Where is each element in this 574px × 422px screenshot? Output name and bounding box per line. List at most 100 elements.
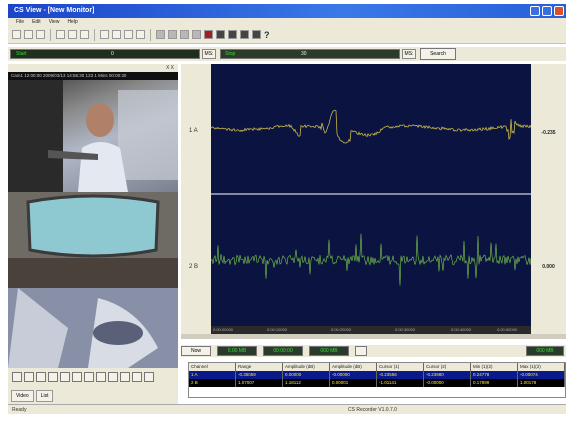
play-icon[interactable]: [80, 30, 89, 39]
grid4-icon[interactable]: [252, 30, 261, 39]
start-label: Start: [16, 51, 27, 57]
measure-bar: Now 0.00 MB 00:00:00 000 MB 000 MB: [181, 345, 566, 357]
end-value: 30: [301, 51, 307, 57]
table-header-cell: Amplitude (dB): [283, 363, 330, 371]
x-tick: 0:00:50000: [497, 327, 518, 332]
camera-view-driver[interactable]: [8, 80, 178, 192]
horizontal-scrollbar[interactable]: [181, 334, 566, 339]
record-icon[interactable]: [204, 30, 213, 39]
layout2-icon[interactable]: [168, 30, 177, 39]
redo-icon[interactable]: [68, 30, 77, 39]
new-icon[interactable]: [12, 30, 21, 39]
tab-video[interactable]: Video: [11, 390, 34, 402]
ctrl-last-icon[interactable]: [108, 372, 118, 382]
menu-help[interactable]: Help: [67, 19, 78, 25]
end-time-field[interactable]: Stop 30: [220, 49, 400, 59]
table-cell: -0.23556: [377, 371, 424, 379]
channel-table: Channel Range Amplitude (dB) Amplitude (…: [188, 362, 566, 398]
toolbar-separator: [94, 28, 95, 41]
start-time-field[interactable]: Start 0: [10, 49, 200, 59]
table-row[interactable]: 2 B 1.07007 1.18112 0.00001 -1.01141 -0.…: [189, 379, 565, 387]
table-cell: 0.00001: [330, 379, 377, 387]
start-unit[interactable]: MS:: [202, 49, 216, 59]
table-header-cell: Channel: [189, 363, 236, 371]
menu-edit[interactable]: Edit: [32, 19, 41, 25]
zoom-in-icon[interactable]: [124, 30, 133, 39]
ctrl-next-icon[interactable]: [84, 372, 94, 382]
table-cell: 0.24778: [471, 371, 518, 379]
video-info-bar: Cam1 12:00:00 2009/03/13 14:55:30 123 1 …: [8, 72, 178, 80]
maximize-button[interactable]: [542, 6, 552, 16]
ctrl-settings-icon[interactable]: [144, 372, 154, 382]
help-icon[interactable]: ?: [264, 29, 270, 40]
channel-2-value: 0.000: [542, 264, 555, 270]
ctrl-first-icon[interactable]: [12, 372, 22, 382]
x-tick: 0:00:00000: [213, 327, 234, 332]
table-header-cell: Cursor (2): [424, 363, 471, 371]
x-axis: 0:00:00000 0:00:10000 0:00:20000 0:00:30…: [211, 326, 531, 334]
measure-toggle[interactable]: [355, 346, 367, 356]
channel-1-waveform: [210, 109, 532, 144]
save-icon[interactable]: [36, 30, 45, 39]
table-header-cell: Max (1)(2): [518, 363, 565, 371]
measure-value-3: 000 MB: [309, 346, 349, 356]
table-header-cell: Min (1)(2): [471, 363, 518, 371]
x-tick: 0:00:30000: [395, 327, 416, 332]
end-unit[interactable]: MS:: [402, 49, 416, 59]
waveform-area: 1 A 2 B -0.235 0.000 0:00:00000 0:00:100…: [181, 64, 566, 339]
status-version: CS Recorder V1.0.7.0: [348, 407, 397, 413]
minimize-button[interactable]: [530, 6, 540, 16]
channel-2-label: 2 B: [189, 264, 199, 270]
table-header-cell: Amplitude (dB): [330, 363, 377, 371]
table-cell: 1 A: [189, 371, 236, 379]
table-cell: -0.00000: [424, 379, 471, 387]
table-header: Channel Range Amplitude (dB) Amplitude (…: [189, 363, 565, 371]
window-titlebar: CS View - [New Monitor]: [8, 4, 566, 18]
toolbar: ?: [8, 26, 566, 44]
menu-view[interactable]: View: [48, 19, 60, 25]
video-tabs: Video List: [8, 390, 178, 402]
channel-2-waveform: [210, 233, 532, 286]
measure-value-1: 0.00 MB: [217, 346, 257, 356]
search-bar: Start 0 MS: Stop 30 MS: Search: [8, 47, 566, 61]
ctrl-snap-icon[interactable]: [132, 372, 142, 382]
prev-icon[interactable]: [100, 30, 109, 39]
zoom-out-icon[interactable]: [136, 30, 145, 39]
camera-view-pedals[interactable]: [8, 288, 178, 368]
menu-bar: File Edit View Help: [8, 18, 566, 26]
ctrl-play-icon[interactable]: [48, 372, 58, 382]
window-title: CS View - [New Monitor]: [14, 7, 95, 14]
video-controls: [8, 370, 178, 384]
layout1-icon[interactable]: [156, 30, 165, 39]
table-cell: -0.35059: [236, 371, 283, 379]
ctrl-stop-icon[interactable]: [72, 372, 82, 382]
menu-file[interactable]: File: [16, 19, 25, 25]
grid1-icon[interactable]: [216, 30, 225, 39]
undo-icon[interactable]: [56, 30, 65, 39]
close-button[interactable]: [554, 6, 564, 16]
video-panel: X X Cam1 12:00:00 2009/03/13 14:55:30 12…: [8, 64, 178, 404]
grid2-icon[interactable]: [228, 30, 237, 39]
tab-list[interactable]: List: [35, 390, 54, 402]
ctrl-loop-icon[interactable]: [120, 372, 130, 382]
status-bar: Ready CS Recorder V1.0.7.0: [8, 404, 566, 414]
open-icon[interactable]: [24, 30, 33, 39]
ctrl-pause-icon[interactable]: [60, 372, 70, 382]
now-button[interactable]: Now: [181, 346, 211, 356]
layout3-icon[interactable]: [180, 30, 189, 39]
ctrl-rewind-icon[interactable]: [24, 372, 34, 382]
ctrl-forward-icon[interactable]: [96, 372, 106, 382]
camera-view-rear[interactable]: [8, 192, 178, 288]
x-tick: 0:00:40000: [451, 327, 472, 332]
table-cell: 1.07007: [236, 379, 283, 387]
waveform-plot[interactable]: [210, 64, 532, 326]
search-button[interactable]: Search: [420, 48, 456, 60]
next-icon[interactable]: [112, 30, 121, 39]
layout4-icon[interactable]: [192, 30, 201, 39]
start-value: 0: [111, 51, 114, 57]
grid3-icon[interactable]: [240, 30, 249, 39]
table-cell: 2 B: [189, 379, 236, 387]
table-header-cell: Range: [236, 363, 283, 371]
table-row[interactable]: 1 A -0.35059 0.00000 -0.00000 -0.23556 -…: [189, 371, 565, 379]
ctrl-prev-icon[interactable]: [36, 372, 46, 382]
